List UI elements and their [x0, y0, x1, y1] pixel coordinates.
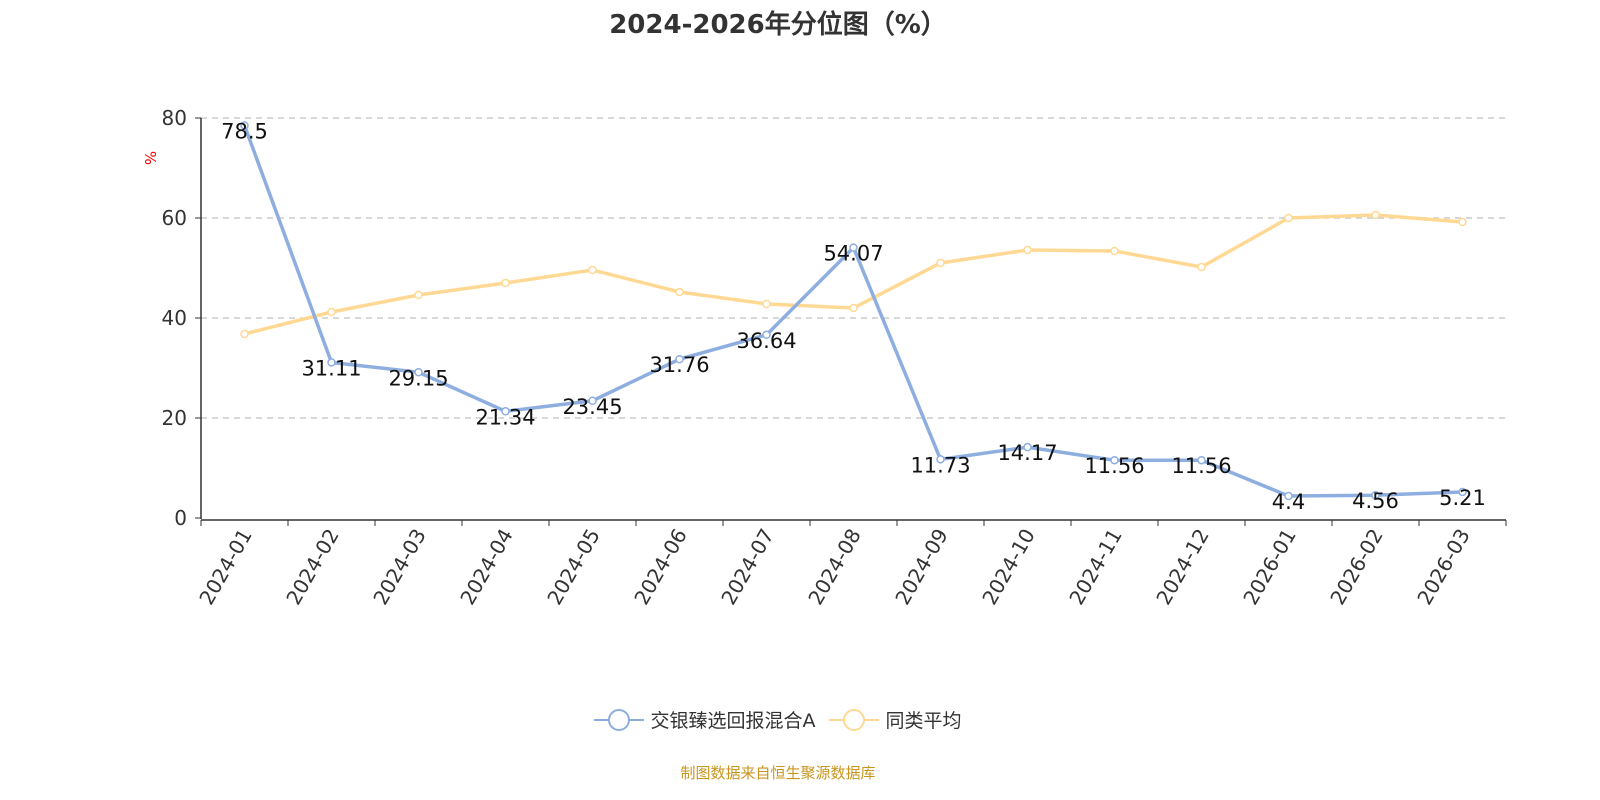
- data-point: [1023, 245, 1032, 255]
- data-point: [588, 396, 597, 405]
- data-label: 31.11: [301, 356, 361, 380]
- data-label: 5.21: [1439, 486, 1486, 510]
- legend-marker-icon: [829, 708, 880, 731]
- data-point: [762, 299, 771, 309]
- data-point: [1110, 455, 1119, 465]
- data-label: 23.45: [562, 395, 622, 419]
- x-tick-label: 2024-11: [1064, 525, 1127, 609]
- data-point: [1197, 262, 1206, 272]
- data-label: 78.5: [221, 120, 268, 144]
- x-tick-label: 2024-02: [281, 525, 344, 609]
- data-point: [414, 368, 423, 377]
- data-label: 11.73: [910, 453, 970, 477]
- data-point: [1284, 213, 1293, 223]
- x-tick-label: 2024-06: [629, 525, 692, 609]
- data-point: [327, 358, 336, 367]
- x-tick-label: 2024-04: [455, 525, 518, 609]
- data-point: [936, 258, 945, 268]
- data-point: [501, 407, 510, 416]
- y-tick-label: 40: [162, 306, 187, 330]
- data-label: 11.56: [1084, 454, 1144, 478]
- data-point: [588, 265, 597, 275]
- data-point: [675, 354, 684, 364]
- x-tick-label: 2024-07: [716, 525, 779, 609]
- x-tick-label: 2026-02: [1325, 525, 1388, 609]
- data-point: [1023, 442, 1032, 452]
- x-tick-label: 2026-03: [1412, 525, 1475, 609]
- legend-item[interactable]: 交银臻选回报混合A: [594, 706, 815, 733]
- data-point: [240, 121, 249, 130]
- data-point: [414, 290, 423, 300]
- data-point: [1371, 490, 1380, 500]
- x-tick-label: 2024-10: [977, 525, 1040, 609]
- data-point: [1458, 487, 1467, 497]
- chart-title: 2024-2026年分位图（%）: [609, 10, 947, 40]
- legend-marker-icon: [594, 708, 645, 731]
- y-tick-label: 20: [162, 406, 187, 430]
- data-label: 4.56: [1352, 489, 1399, 513]
- data-label: 4.4: [1272, 490, 1305, 514]
- legend-label: 同类平均: [885, 710, 962, 732]
- data-point: [849, 243, 858, 252]
- data-point: [240, 329, 249, 339]
- data-label: 21.34: [475, 405, 535, 429]
- y-tick-label: 0: [174, 506, 187, 530]
- x-tick-label: 2024-05: [542, 525, 605, 609]
- data-point: [501, 278, 510, 288]
- data-point: [1110, 246, 1119, 256]
- data-point: [936, 455, 945, 464]
- data-label: 31.76: [649, 353, 709, 377]
- x-tick-label: 2026-01: [1238, 525, 1301, 609]
- x-tick-label: 2024-08: [803, 525, 866, 609]
- legend: 交银臻选回报混合A 同类平均: [0, 706, 1556, 733]
- data-label: 14.17: [997, 441, 1057, 465]
- data-point: [1371, 210, 1380, 220]
- x-tick-label: 2024-01: [194, 525, 257, 609]
- y-tick-label: 60: [162, 206, 187, 230]
- y-tick-label: 80: [162, 106, 187, 130]
- x-tick-label: 2024-09: [890, 525, 953, 609]
- data-label: 29.15: [388, 366, 448, 390]
- data-point: [849, 303, 858, 313]
- data-point: [1197, 455, 1206, 465]
- data-label: 36.64: [736, 329, 796, 353]
- y-axis-label: %: [141, 151, 159, 165]
- data-point: [675, 287, 684, 297]
- source-note: 制图数据来自恒生聚源数据库: [680, 764, 876, 782]
- data-point: [327, 307, 336, 317]
- x-tick-label: 2024-03: [368, 525, 431, 609]
- data-point: [762, 330, 771, 340]
- data-point: [1458, 217, 1467, 227]
- legend-label: 交银臻选回报混合A: [650, 710, 816, 732]
- x-tick-label: 2024-12: [1151, 525, 1214, 609]
- legend-item[interactable]: 同类平均: [829, 706, 962, 733]
- data-label: 11.56: [1171, 454, 1231, 478]
- series-line: [244, 213, 1463, 336]
- data-label: 54.07: [823, 242, 883, 266]
- data-point: [1284, 491, 1293, 501]
